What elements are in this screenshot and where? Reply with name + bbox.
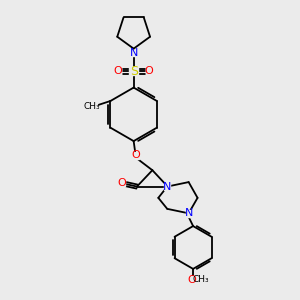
Text: N: N: [130, 48, 138, 58]
Text: O: O: [187, 275, 196, 285]
Bar: [131, 50, 137, 56]
Bar: [164, 183, 170, 190]
Text: S: S: [130, 65, 138, 78]
Text: O: O: [114, 66, 123, 76]
Bar: [189, 276, 194, 282]
Bar: [146, 68, 152, 74]
Text: O: O: [145, 66, 154, 76]
Bar: [186, 210, 192, 217]
Bar: [119, 180, 125, 186]
Text: CH₃: CH₃: [192, 275, 209, 284]
Bar: [133, 152, 139, 159]
Text: O: O: [132, 150, 140, 160]
Text: O: O: [118, 178, 126, 188]
Bar: [88, 103, 97, 110]
Bar: [115, 68, 122, 74]
Bar: [130, 67, 138, 75]
Text: CH₃: CH₃: [83, 102, 100, 111]
Text: N: N: [163, 182, 171, 192]
Text: N: N: [184, 208, 193, 218]
